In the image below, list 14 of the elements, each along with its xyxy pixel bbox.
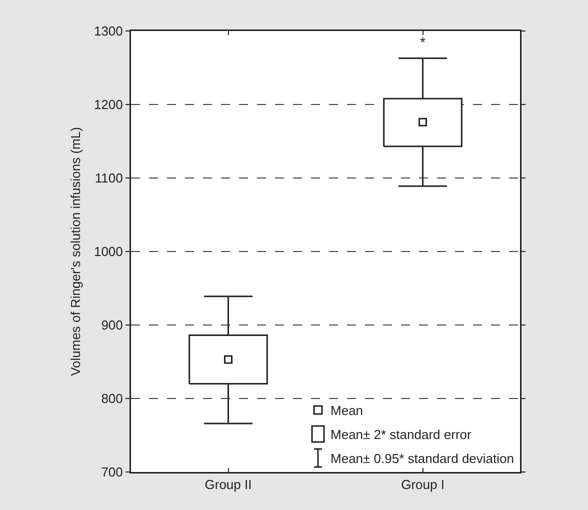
annotation: Mean: [330, 402, 364, 418]
y-tick-label: 1000: [94, 244, 123, 260]
y-tick-label: 1100: [94, 170, 123, 186]
y-tick-label: 1200: [94, 97, 123, 112]
y-tick-label: 700: [101, 464, 123, 480]
x-tick-label: Group I: [401, 477, 444, 492]
y-tick-label: 900: [101, 318, 123, 333]
y-axis-title: Volumes of Ringer's solution infusions (mL): [68, 127, 84, 376]
annotation: Mean± 2* standard error: [330, 426, 472, 442]
annotation: Mean± 0.95* standard deviation: [330, 450, 514, 466]
x-tick-label: Group II: [204, 477, 252, 492]
annotation: *: [420, 34, 426, 50]
y-tick-label: 1300: [94, 24, 123, 39]
y-tick-label: 800: [101, 391, 123, 406]
